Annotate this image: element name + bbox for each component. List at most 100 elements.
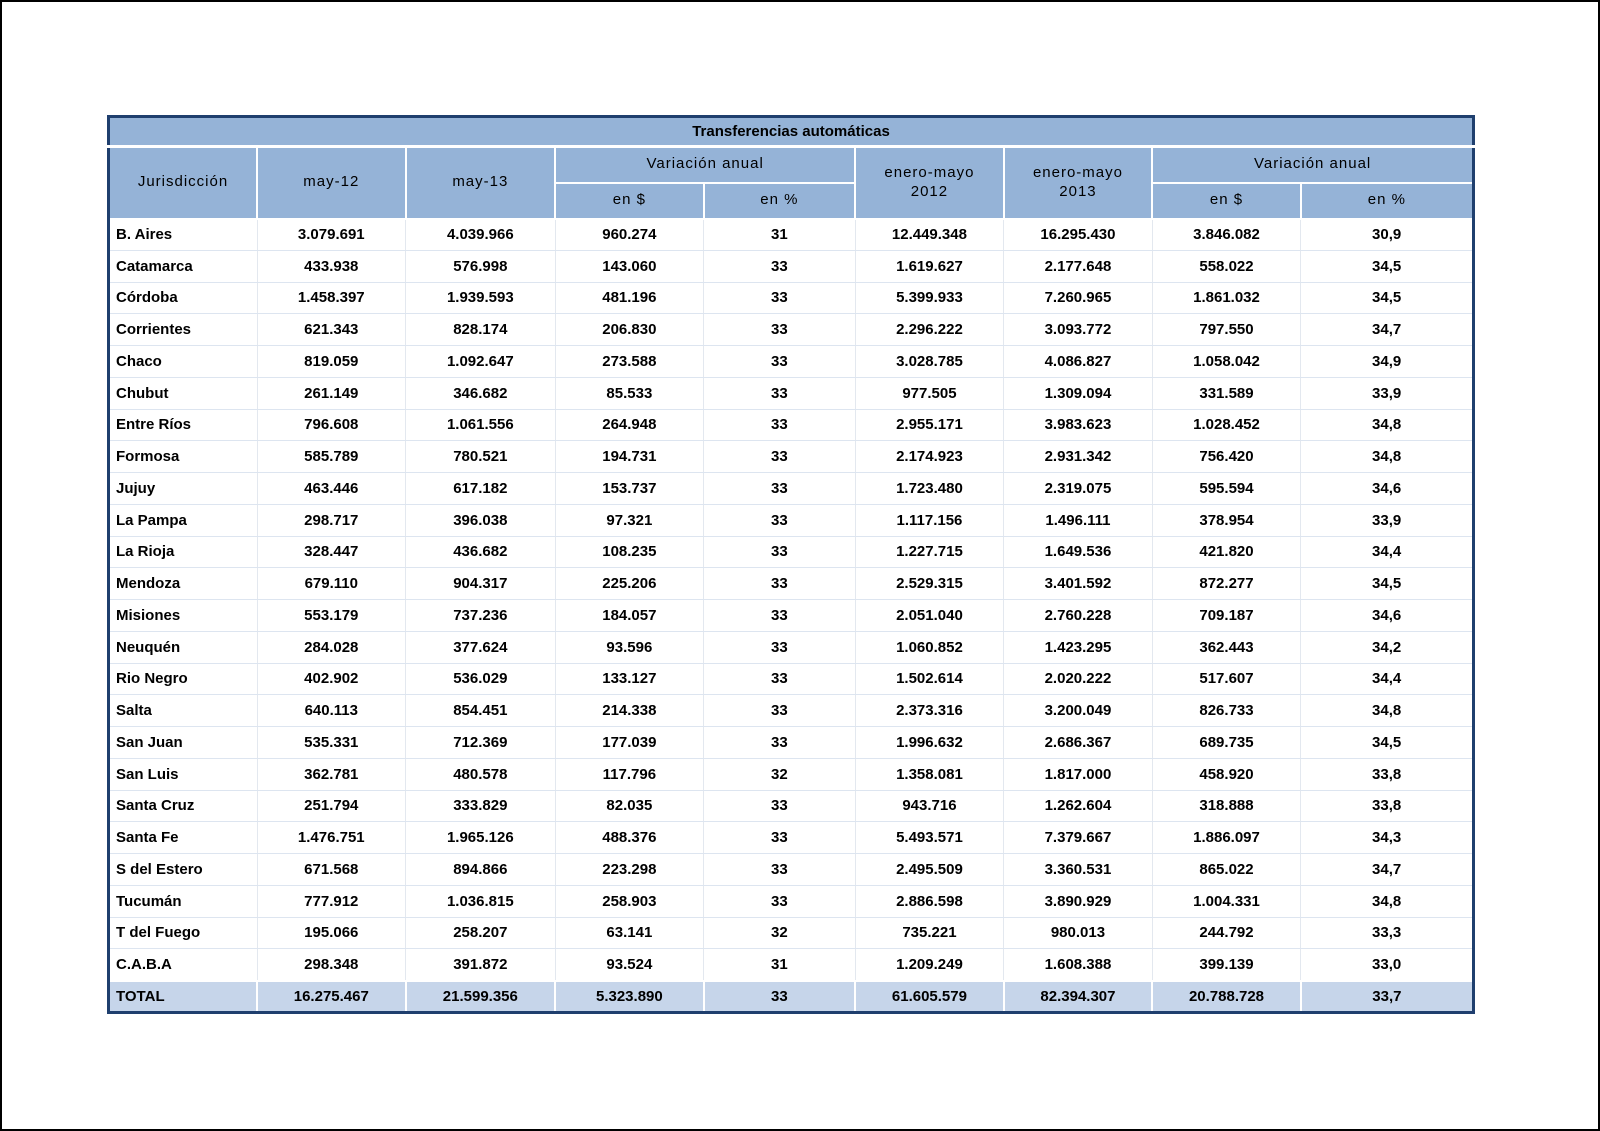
jurisdiction-cell: TOTAL <box>107 979 259 1014</box>
value-cell: 1.423.295 <box>1003 631 1153 664</box>
jurisdiction-cell: T del Fuego <box>108 917 258 950</box>
value-cell: 33,9 <box>1300 377 1474 410</box>
value-cell: 1.262.604 <box>1003 790 1153 823</box>
value-cell: 33 <box>703 885 856 918</box>
jurisdiction-cell: Santa Fe <box>108 821 258 854</box>
value-cell: 1.028.452 <box>1151 409 1302 442</box>
jurisdiction-cell: Corrientes <box>108 313 258 346</box>
value-cell: 796.608 <box>256 409 407 442</box>
value-cell: 33 <box>703 282 856 315</box>
value-cell: 33,8 <box>1300 790 1474 823</box>
value-cell: 82.394.307 <box>1002 979 1154 1014</box>
value-cell: 2.373.316 <box>854 694 1005 727</box>
value-cell: 2.296.222 <box>854 313 1005 346</box>
jurisdiction-cell: Chaco <box>108 345 258 378</box>
value-cell: 5.399.933 <box>854 282 1005 315</box>
value-cell: 640.113 <box>256 694 407 727</box>
col-group-variacion-anual-monthly: Variación anual <box>554 145 857 184</box>
value-cell: 378.954 <box>1151 504 1302 537</box>
value-cell: 108.235 <box>554 536 705 569</box>
value-cell: 553.179 <box>256 599 407 632</box>
value-cell: 1.886.097 <box>1151 821 1302 854</box>
value-cell: 960.274 <box>554 218 705 251</box>
table-row: Mendoza 679.110 904.317 225.206 33 2.529.315 3… <box>108 567 1474 600</box>
value-cell: 1.061.556 <box>405 409 556 442</box>
value-cell: 85.533 <box>554 377 705 410</box>
value-cell: 33,3 <box>1300 917 1474 950</box>
value-cell: 225.206 <box>554 567 705 600</box>
value-cell: 780.521 <box>405 440 556 473</box>
value-cell: 206.830 <box>554 313 705 346</box>
value-cell: 93.524 <box>554 948 705 981</box>
value-cell: 93.596 <box>554 631 705 664</box>
value-cell: 797.550 <box>1151 313 1302 346</box>
value-cell: 33,0 <box>1300 948 1474 981</box>
table-row: Neuquén 284.028 377.624 93.596 33 1.060.852 1.… <box>108 631 1474 664</box>
col-header-en-pct-2: en % <box>1299 181 1475 220</box>
col-header-enero-mayo-2012: enero-mayo 2012 <box>854 145 1005 220</box>
value-cell: 865.022 <box>1151 853 1302 886</box>
value-cell: 251.794 <box>256 790 407 823</box>
value-cell: 34,5 <box>1300 726 1474 759</box>
value-cell: 396.038 <box>405 504 556 537</box>
jurisdiction-cell: Córdoba <box>108 282 258 315</box>
table-row: Formosa 585.789 780.521 194.731 33 2.174.923 2… <box>108 440 1474 473</box>
value-cell: 433.938 <box>256 250 407 283</box>
value-cell: 184.057 <box>554 599 705 632</box>
jurisdiction-cell: Neuquén <box>108 631 258 664</box>
jurisdiction-cell: Misiones <box>108 599 258 632</box>
value-cell: 97.321 <box>554 504 705 537</box>
col-header-enero-mayo-2013: enero-mayo 2013 <box>1002 145 1154 220</box>
jurisdiction-cell: Formosa <box>108 440 258 473</box>
col-header-jurisdiccion: Jurisdicción <box>107 145 259 220</box>
value-cell: 284.028 <box>256 631 407 664</box>
jurisdiction-cell: Jujuy <box>108 472 258 505</box>
value-cell: 1.996.632 <box>854 726 1005 759</box>
value-cell: 712.369 <box>405 726 556 759</box>
value-cell: 777.912 <box>256 885 407 918</box>
value-cell: 2.955.171 <box>854 409 1005 442</box>
enero-mayo-label: enero-mayo <box>1032 164 1123 181</box>
value-cell: 33 <box>703 409 856 442</box>
table-row: Entre Ríos 796.608 1.061.556 264.948 33 2.955… <box>108 409 1474 442</box>
value-cell: 517.607 <box>1151 663 1302 696</box>
table-row: T del Fuego 195.066 258.207 63.141 32 735.221… <box>108 917 1474 950</box>
value-cell: 488.376 <box>554 821 705 854</box>
value-cell: 709.187 <box>1151 599 1302 632</box>
value-cell: 3.401.592 <box>1003 567 1153 600</box>
value-cell: 391.872 <box>405 948 556 981</box>
value-cell: 273.588 <box>554 345 705 378</box>
value-cell: 33 <box>703 567 856 600</box>
value-cell: 480.578 <box>405 758 556 791</box>
value-cell: 34,2 <box>1300 631 1474 664</box>
value-cell: 34,6 <box>1300 472 1474 505</box>
value-cell: 1.458.397 <box>256 282 407 315</box>
value-cell: 61.605.579 <box>854 979 1005 1014</box>
value-cell: 194.731 <box>554 440 705 473</box>
value-cell: 82.035 <box>554 790 705 823</box>
value-cell: 31 <box>703 218 856 251</box>
value-cell: 34,8 <box>1300 694 1474 727</box>
value-cell: 3.360.531 <box>1003 853 1153 886</box>
jurisdiction-cell: La Pampa <box>108 504 258 537</box>
value-cell: 258.207 <box>405 917 556 950</box>
value-cell: 244.792 <box>1151 917 1302 950</box>
value-cell: 1.496.111 <box>1003 504 1153 537</box>
value-cell: 5.323.890 <box>554 979 705 1014</box>
jurisdiction-cell: Mendoza <box>108 567 258 600</box>
value-cell: 34,5 <box>1300 250 1474 283</box>
value-cell: 585.789 <box>256 440 407 473</box>
value-cell: 2.174.923 <box>854 440 1005 473</box>
value-cell: 31 <box>703 948 856 981</box>
value-cell: 595.594 <box>1151 472 1302 505</box>
value-cell: 943.716 <box>854 790 1005 823</box>
value-cell: 3.200.049 <box>1003 694 1153 727</box>
value-cell: 264.948 <box>554 409 705 442</box>
value-cell: 576.998 <box>405 250 556 283</box>
value-cell: 34,7 <box>1300 313 1474 346</box>
value-cell: 298.717 <box>256 504 407 537</box>
value-cell: 1.358.081 <box>854 758 1005 791</box>
title-row: Transferencias automáticas <box>108 116 1474 148</box>
value-cell: 421.820 <box>1151 536 1302 569</box>
